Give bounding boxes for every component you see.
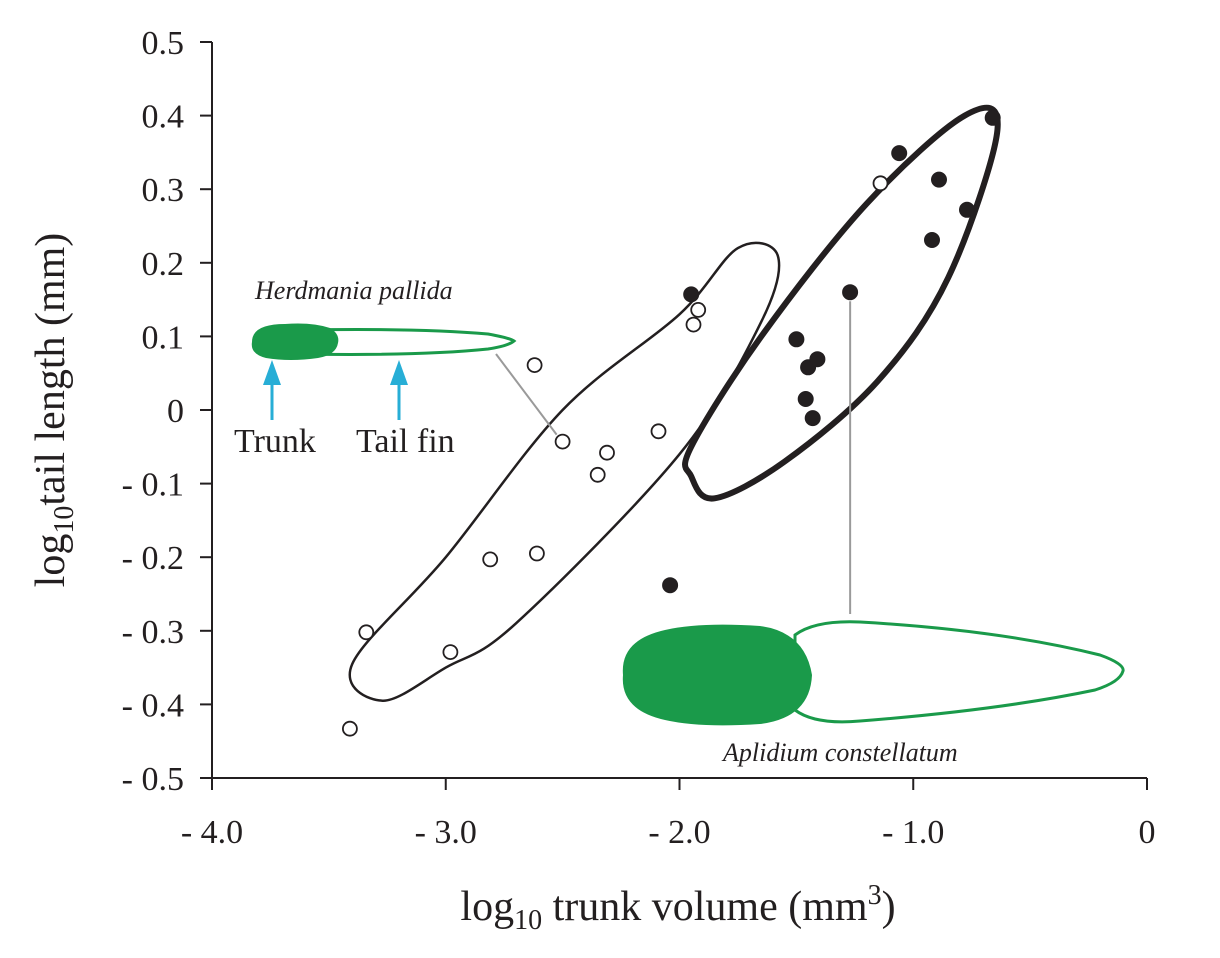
y-tick-label: 0.2 (142, 246, 185, 283)
open-data-point (589, 466, 606, 483)
filled-data-point (924, 232, 940, 248)
filled-data-point (804, 410, 821, 427)
x-axis-title-main: trunk volume (mm (542, 884, 868, 930)
filled-data-point (809, 351, 826, 368)
point-layer (341, 109, 1001, 737)
tail-fin-callout-label: Tail fin (356, 423, 455, 460)
open-data-point (599, 444, 615, 461)
x-axis-title-subscript: 10 (514, 905, 542, 936)
filled-data-point (797, 391, 814, 407)
filled-data-point (683, 286, 700, 303)
x-axis-title: log10 trunk volume (mm3) (460, 880, 895, 936)
y-tick-label: 0.3 (142, 172, 185, 209)
y-tick-label: - 0.5 (122, 761, 184, 798)
y-axis-title-log: log (28, 534, 74, 588)
trunk-callout-label: Trunk (234, 423, 316, 460)
open-group-ellipse (348, 241, 781, 702)
filled-data-point (959, 201, 975, 218)
x-tick-label: - 4.0 (181, 814, 243, 851)
herdmania-leader-line (495, 353, 558, 436)
aplidium-tail-fin-outline (793, 620, 1125, 724)
open-data-point (650, 423, 667, 440)
y-tick-label: - 0.3 (122, 614, 184, 651)
herdmania-tail-fin-outline (298, 328, 517, 356)
tail-fin-arrow-head (390, 360, 408, 385)
ellipse-layer (348, 104, 1001, 702)
open-data-point (442, 644, 459, 660)
open-data-point (526, 357, 543, 374)
open-data-point (690, 301, 707, 318)
x-tick-label: 0 (1139, 814, 1156, 851)
y-tick-label: 0.5 (142, 25, 185, 62)
filled-data-point (984, 109, 1001, 126)
filled-data-point (788, 331, 805, 348)
open-data-point (341, 720, 358, 737)
aplidium-trunk-shape (622, 624, 812, 726)
y-tick-label: 0.4 (142, 99, 185, 136)
y-tick-label: - 0.1 (122, 467, 184, 504)
y-axis-title: log10tail length (mm) (28, 233, 80, 588)
herdmania-trunk-shape (251, 323, 339, 360)
filled-data-point (842, 284, 859, 301)
y-axis-title-subscript: 10 (49, 506, 80, 534)
y-tick-label: 0.1 (142, 319, 185, 356)
x-axis-title-superscript: 3 (868, 880, 882, 911)
open-data-point (554, 433, 571, 450)
filled-group-ellipse (682, 104, 1001, 502)
open-data-point (482, 551, 499, 568)
x-axis-title-close: ) (882, 884, 896, 930)
x-tick-label: - 1.0 (882, 814, 944, 851)
herdmania-larva-illustration (251, 323, 517, 360)
aplidium-species-label: Aplidium constellatum (721, 738, 958, 767)
x-tick-label: - 2.0 (648, 814, 710, 851)
filled-data-point (931, 171, 947, 188)
y-tick-label: - 0.2 (122, 540, 184, 577)
filled-data-point (891, 145, 908, 162)
x-axis-title-log: log (460, 884, 514, 930)
y-tick-label: 0 (167, 393, 184, 430)
trunk-arrow-head (263, 360, 281, 385)
y-axis-title-main: tail length (mm) (28, 233, 74, 506)
aplidium-larva-illustration (622, 620, 1125, 726)
leader-line-layer (495, 301, 852, 614)
open-data-point (685, 316, 702, 333)
filled-data-point (662, 577, 679, 594)
open-data-point (872, 175, 889, 192)
open-data-point (529, 545, 545, 562)
herdmania-species-label: Herdmania pallida (254, 276, 453, 305)
y-tick-label: - 0.4 (122, 687, 184, 724)
arrow-layer (263, 360, 408, 420)
open-data-point (358, 624, 375, 641)
tick-layer: - 4.0 - 3.0 - 2.0 - 1.0 0 0.5 0.4 0.3 0.2 0.1 0 - 0… (122, 25, 1156, 851)
x-tick-label: - 3.0 (415, 814, 477, 851)
